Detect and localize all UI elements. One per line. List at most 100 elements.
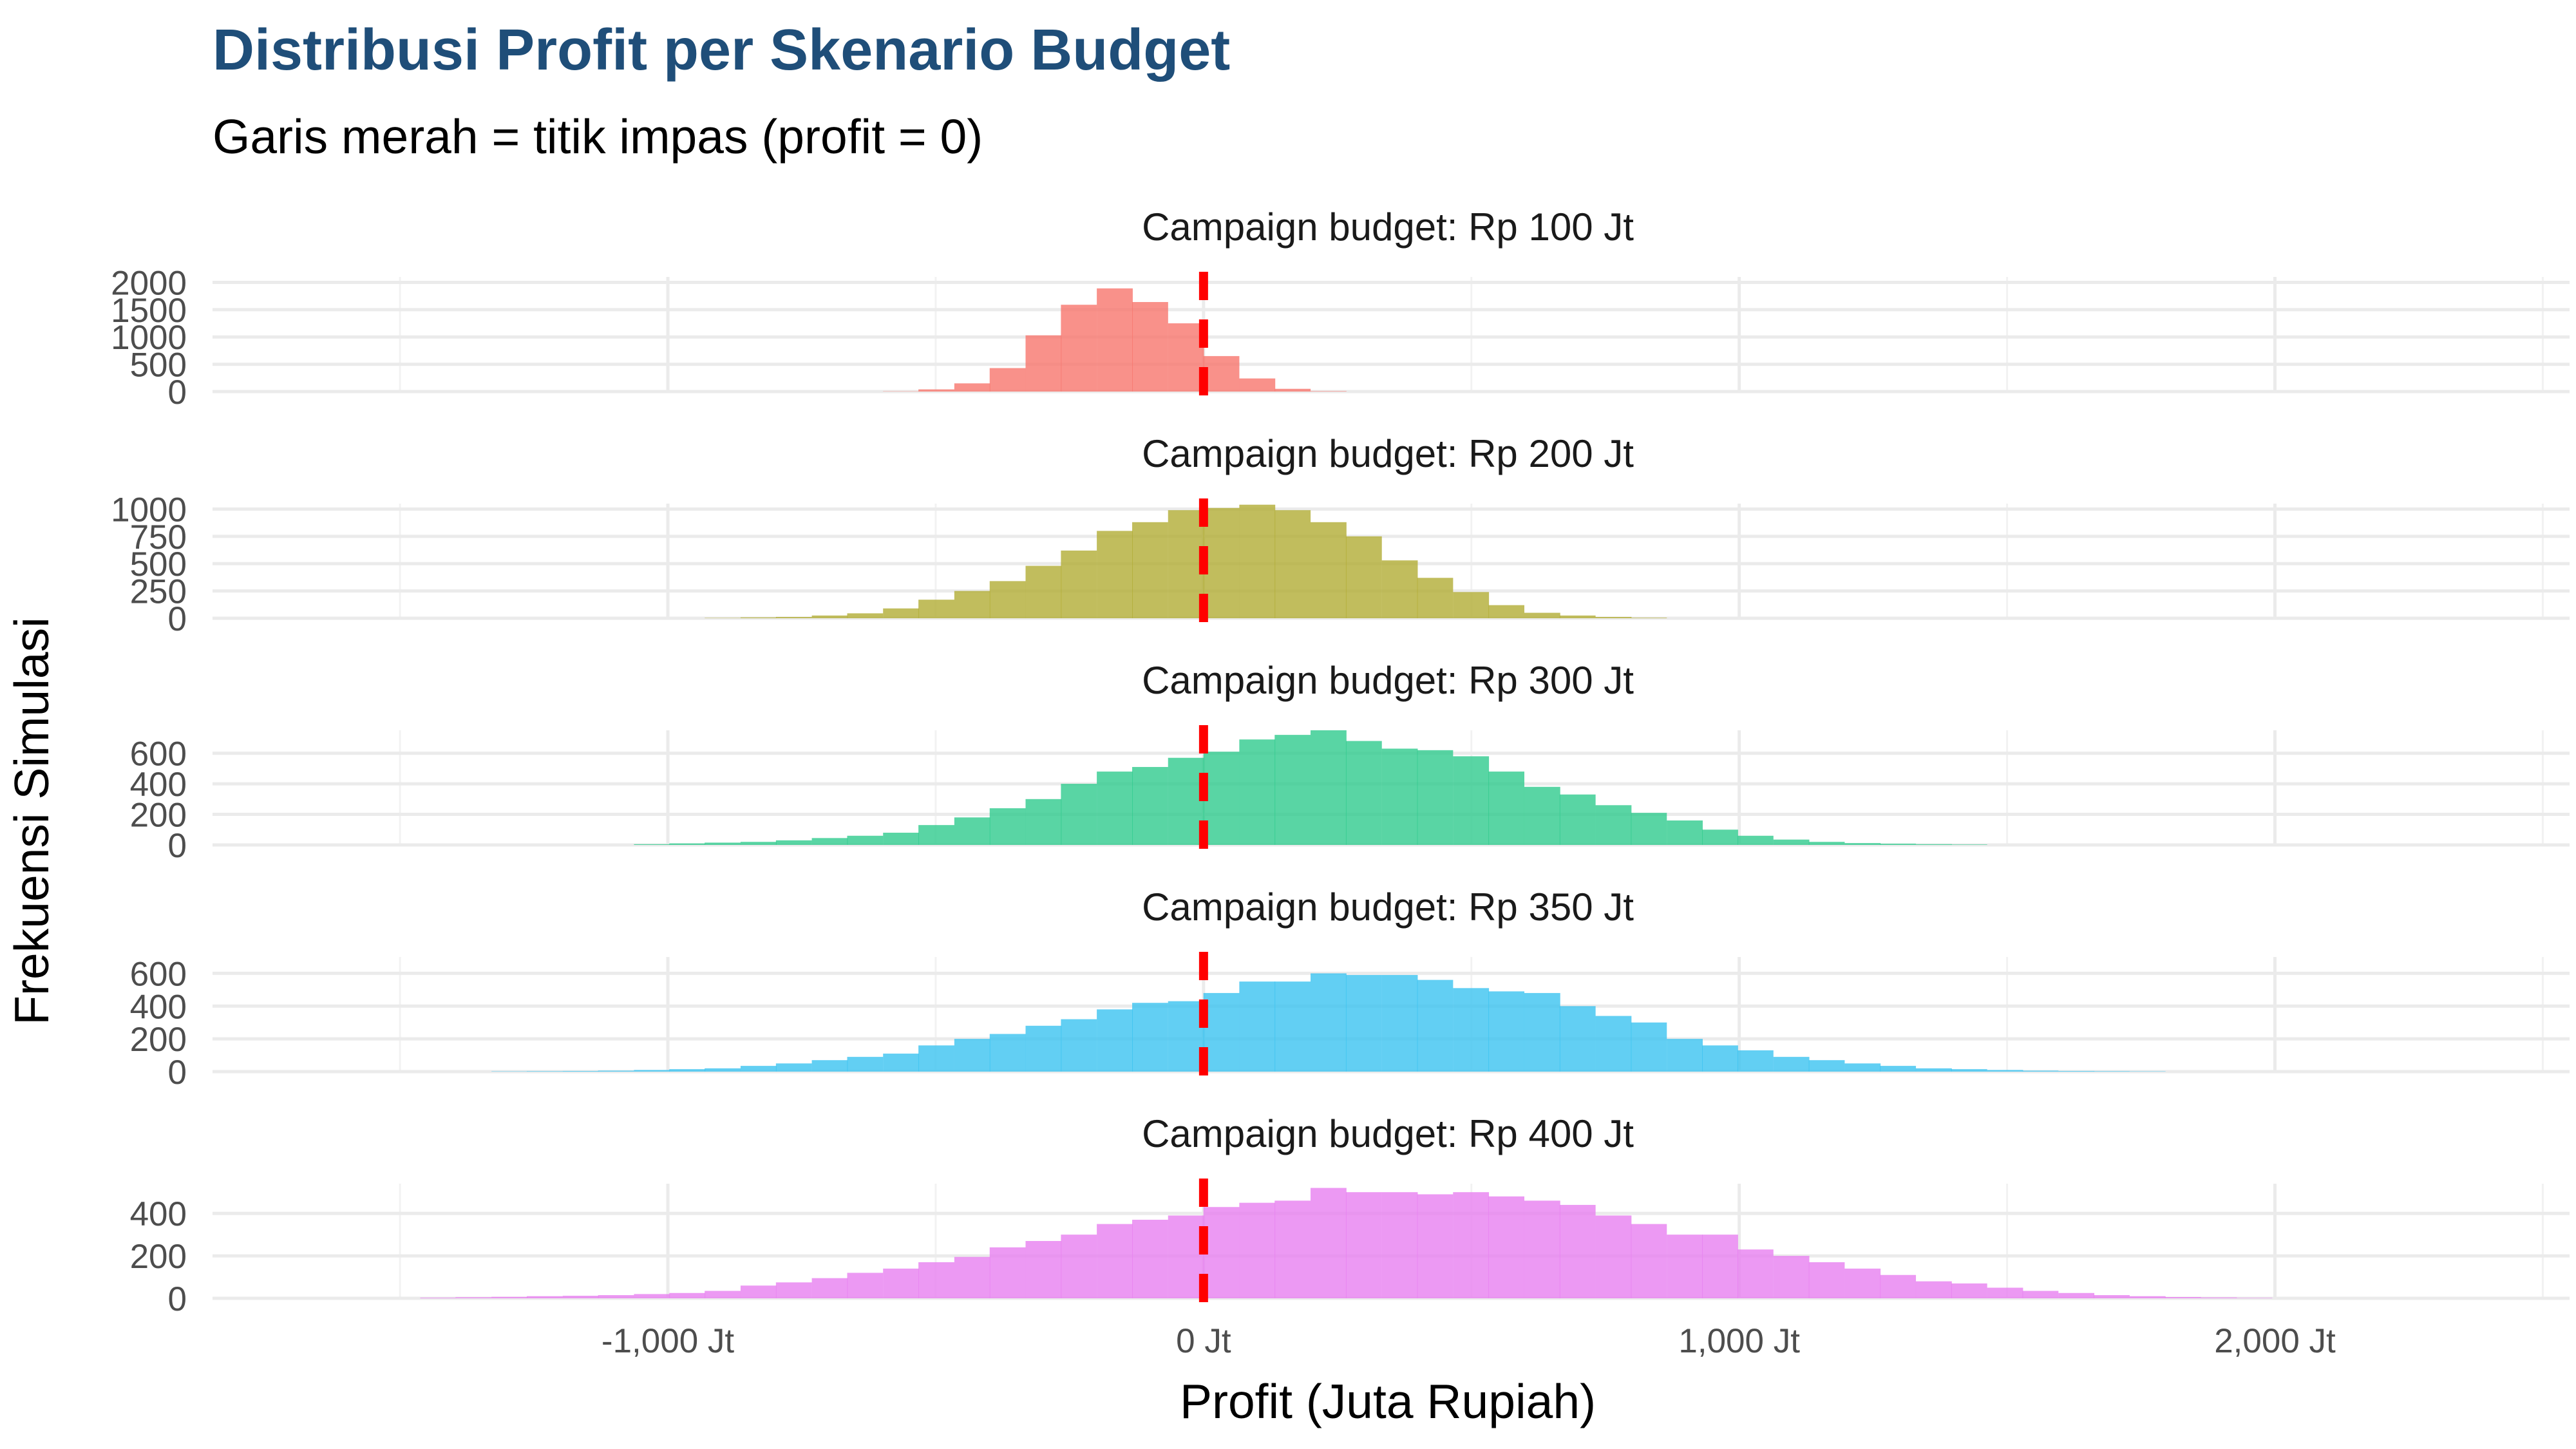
histogram-bar <box>2094 1295 2130 1298</box>
y-tick-label: 0 <box>168 1054 187 1092</box>
x-tick-label: 0 Jt <box>1176 1322 1231 1360</box>
histogram-bar <box>634 1070 670 1072</box>
x-axis-title: Profit (Juta Rupiah) <box>1180 1374 1596 1428</box>
histogram-bar <box>1524 992 1560 1072</box>
histogram-bar <box>1595 805 1632 845</box>
histogram-bar <box>775 840 812 845</box>
histogram-bar <box>918 825 954 845</box>
histogram-bar <box>1168 1215 1204 1298</box>
histogram-bar <box>1132 301 1168 392</box>
histogram-bar <box>1667 820 1703 845</box>
histogram-bar <box>2058 1293 2095 1298</box>
histogram-bar <box>527 1296 563 1298</box>
histogram-bar <box>1345 741 1382 845</box>
histogram-bar <box>2022 1070 2059 1072</box>
histogram-bar <box>1274 388 1311 392</box>
histogram-bar <box>1097 1009 1133 1072</box>
y-tick-label: 0 <box>168 374 187 412</box>
histogram-bar <box>1702 829 1738 845</box>
x-tick-label: 2,000 Jt <box>2214 1322 2336 1360</box>
histogram-bar <box>1274 1200 1311 1298</box>
histogram-bar <box>775 1282 812 1298</box>
histogram-bar <box>954 1039 990 1072</box>
histogram-bar <box>1132 522 1168 618</box>
histogram-bar <box>2129 1296 2166 1298</box>
histogram-bar <box>989 368 1026 392</box>
histogram-bar <box>705 1291 741 1298</box>
histogram-bar <box>1203 752 1240 845</box>
histogram-bar <box>705 842 741 845</box>
histogram-bar <box>740 842 777 845</box>
histogram-bar <box>847 1057 884 1072</box>
histogram-bar <box>1168 323 1204 392</box>
histogram-bar <box>847 835 884 845</box>
histogram-bar <box>1311 730 1347 845</box>
y-tick-label: 0 <box>168 600 187 638</box>
histogram-bar <box>2129 1071 2166 1072</box>
histogram-bar <box>1239 504 1276 618</box>
histogram-bar <box>883 1268 920 1298</box>
histogram-bar <box>918 1045 954 1072</box>
x-axis: -1,000 Jt 0 Jt 1,000 Jt 2,000 Jt <box>601 1322 2336 1360</box>
histogram-bar <box>989 1034 1026 1072</box>
histogram-bar <box>989 808 1026 845</box>
histogram-bar <box>1097 1224 1133 1298</box>
histogram-bar <box>1559 794 1596 845</box>
histogram-bar <box>1345 1192 1382 1298</box>
histogram-bar <box>1488 605 1524 618</box>
histogram-bar <box>634 844 670 845</box>
histogram-bar <box>811 1278 848 1298</box>
panel-strip-label: Campaign budget: Rp 200 Jt <box>1142 432 1634 475</box>
histogram-bar <box>1702 1045 1738 1072</box>
histogram-bar <box>954 817 990 845</box>
panel-5: Campaign budget: Rp 400 Jt 0 200 400 <box>130 1112 2570 1318</box>
histogram-bar <box>1987 1070 2023 1072</box>
y-tick-label: 200 <box>130 1238 187 1276</box>
histogram-bar <box>1702 1235 1738 1298</box>
histogram-bar <box>1061 1235 1097 1298</box>
histogram-bar <box>1844 843 1881 845</box>
histogram-bar <box>491 1071 527 1072</box>
histogram-bar <box>562 1296 599 1298</box>
histogram-bar <box>1737 1249 1774 1298</box>
histogram-bar <box>918 1262 954 1298</box>
histogram-bar <box>1417 578 1454 618</box>
histogram-bar <box>1773 1256 1810 1298</box>
chart-subtitle: Garis merah = titik impas (profit = 0) <box>213 109 983 164</box>
histogram-bar <box>918 389 954 392</box>
y-tick-label: 0 <box>168 827 187 865</box>
y-tick-label: 1000 <box>111 491 187 529</box>
histogram-bar <box>1488 772 1524 845</box>
y-tick-label: 500 <box>130 545 187 583</box>
histogram-bar <box>1773 839 1810 845</box>
histogram-bar <box>775 1063 812 1072</box>
histogram-bar <box>2094 1071 2130 1072</box>
x-tick-label: -1,000 Jt <box>601 1322 735 1360</box>
histogram-bar <box>989 1247 1026 1298</box>
histogram-bar <box>1132 1003 1168 1072</box>
y-tick-label: 1000 <box>111 319 187 357</box>
histogram-bar <box>1915 1068 1952 1072</box>
histogram-bar <box>1203 507 1240 618</box>
histogram-bar <box>847 1273 884 1298</box>
y-tick-label: 600 <box>130 955 187 993</box>
histogram-bar <box>1524 1200 1560 1298</box>
histogram-bar <box>1880 844 1917 845</box>
histogram-bar <box>1203 1207 1240 1298</box>
histogram-bar <box>1559 1204 1596 1298</box>
histogram-bar <box>883 608 920 618</box>
histogram-bar <box>1274 735 1311 845</box>
histogram-bar <box>883 1054 920 1072</box>
histogram-bar <box>811 615 848 618</box>
histogram-bar <box>1453 756 1490 845</box>
histogram-bar <box>634 1294 670 1298</box>
histogram-bar <box>1274 510 1311 618</box>
histogram-bar <box>1097 288 1133 392</box>
panel-strip-label: Campaign budget: Rp 350 Jt <box>1142 886 1634 929</box>
histogram-bar <box>1417 980 1454 1072</box>
histogram-bar <box>1203 355 1240 392</box>
panel-strip-label: Campaign budget: Rp 300 Jt <box>1142 659 1634 702</box>
histogram-bar <box>1097 772 1133 845</box>
